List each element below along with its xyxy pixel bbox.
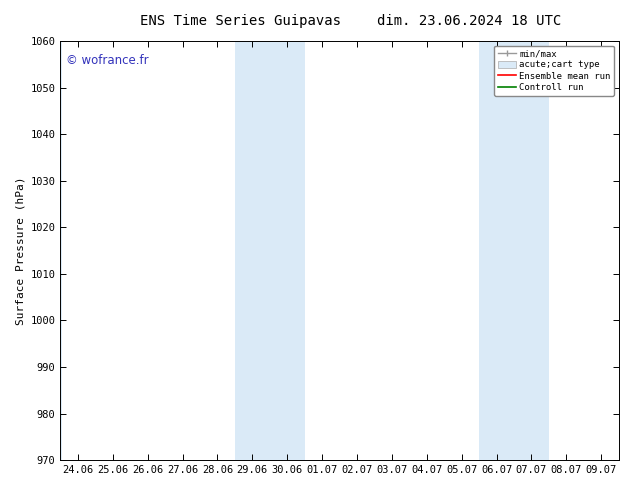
Text: ENS Time Series Guipavas: ENS Time Series Guipavas [140,14,342,28]
Bar [479,41,549,460]
Legend: min/max, acute;cart type, Ensemble mean run, Controll run: min/max, acute;cart type, Ensemble mean … [494,46,614,96]
Text: dim. 23.06.2024 18 UTC: dim. 23.06.2024 18 UTC [377,14,561,28]
Bar [235,41,305,460]
Y-axis label: Surface Pressure (hPa): Surface Pressure (hPa) [15,176,25,325]
Bar [60,41,62,460]
Text: © wofrance.fr: © wofrance.fr [66,53,148,67]
